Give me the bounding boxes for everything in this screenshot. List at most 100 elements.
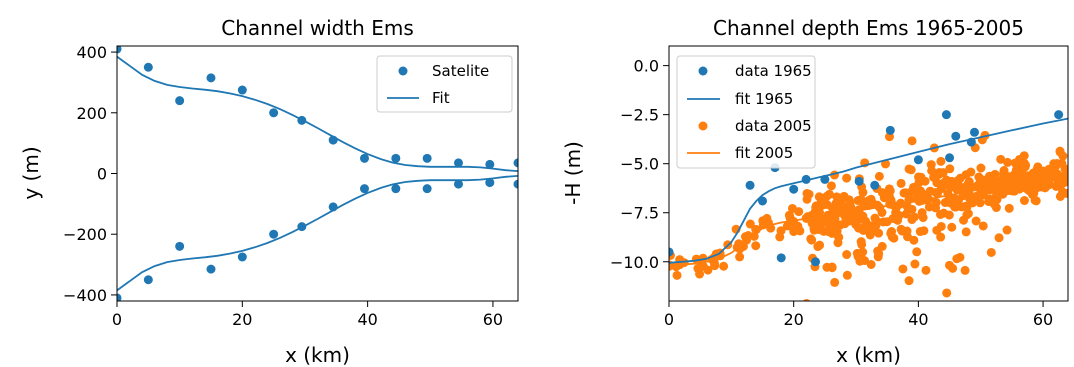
x-axis-label-width: x (km) [285,343,350,367]
satelite-point [143,62,153,72]
data-2005-point [1024,179,1034,189]
data-2005-point [1012,166,1022,176]
data-2005-point [1019,196,1029,206]
data-2005-point [866,194,876,204]
data-2005-point [903,203,913,213]
data-2005-point [951,197,961,207]
data-2005-point [982,176,992,186]
data-2005-point [963,209,973,219]
satelite-point [237,85,247,95]
satelite-point [206,73,216,83]
y-tick-label: −5.0 [620,155,659,174]
data-2005-point [940,198,950,208]
panel-channel-width: Channel width Ems 0 20 40 60 −400 −200 0 200 400… [19,16,519,367]
data-2005-point [999,166,1009,176]
satelite-point [513,179,518,189]
data-2005-point [945,164,955,174]
data-2005-point [824,189,834,199]
data-2005-point [965,195,975,205]
data-2005-point [907,136,917,146]
data-2005-point [813,242,823,252]
legend-marker-satelite [398,66,408,76]
data-2005-point [975,198,985,208]
y-tick-label: 0.0 [634,57,659,76]
satelite-point [117,293,122,301]
data-2005-point [822,200,832,210]
data-2005-point [1004,172,1014,182]
data-2005-point [879,193,889,203]
y-tick-label: −400 [63,286,107,305]
legend-marker-data-1965 [698,66,708,76]
data-2005-point [971,216,981,226]
data-2005-point [887,232,897,242]
data-2005-point [826,220,836,230]
satelite-point [297,115,307,125]
data-2005-point [1044,180,1054,190]
legend-label-fit: Fit [432,89,450,107]
satelite-point [453,158,463,168]
x-tick-label: 0 [664,310,674,329]
data-2005-point [842,270,852,280]
data-2005-point [1003,157,1013,167]
satelite-point [485,159,495,169]
data-2005-point [904,188,914,198]
data-2005-point [936,232,946,242]
data-2005-point [786,220,796,230]
satelite-point [328,135,338,145]
data-2005-point [891,203,901,213]
fit-1965-line [669,117,1068,264]
data-2005-point [842,173,852,183]
plot-marks-width [117,46,518,301]
data-2005-point [802,299,811,301]
data-2005-point [860,256,870,266]
data-2005-point [931,197,941,207]
data-2005-point [945,260,955,270]
data-2005-point [846,202,856,212]
data-2005-point [935,209,945,219]
y-tick-label: 400 [76,43,107,62]
satelite-point [485,178,495,188]
data-2005-point [866,259,876,269]
data-1965-point [789,184,799,194]
data-2005-point [870,213,880,223]
data-2005-point [910,259,920,269]
data-2005-point [859,201,869,211]
data-2005-point [961,227,971,237]
data-1965-point [811,257,821,267]
legend-depth: data 1965 fit 1965 data 2005 fit 2005 [676,55,816,169]
plot-marks-depth [669,110,1068,301]
x-tick-label: 40 [908,310,928,329]
legend-label-fit-2005: fit 2005 [735,144,793,162]
data-2005-point [882,217,892,227]
x-tick-label: 40 [357,310,377,329]
x-tick-label: 60 [1033,310,1053,329]
x-tick-label: 20 [784,310,804,329]
data-2005-point [904,164,914,174]
legend-width: Satelite Fit [376,55,513,113]
y-tick-label: 200 [76,104,107,123]
axes-frame [668,45,1069,302]
data-2005-point [695,269,705,279]
legend-marker-data-2005 [698,121,708,131]
data-1965-point [913,155,923,165]
data-2005-point [794,207,804,217]
y-tick-label: −7.5 [620,204,659,223]
legend-label-satelite: Satelite [432,62,489,80]
fit-line-upper [117,55,518,172]
legend-label-data-1965: data 1965 [735,62,812,80]
data-2005-point [896,224,906,234]
data-2005-point [1004,203,1014,213]
data-2005-point [775,232,785,242]
legend-label-fit-1965: fit 1965 [735,90,793,108]
data-1965-point [854,176,864,186]
satelite-point [391,153,401,163]
data-2005-point [822,262,832,272]
y-tick-label: −2.5 [620,106,659,125]
fit-line-lower [117,175,518,292]
data-2005-point [858,225,868,235]
satelite-point [513,158,518,168]
data-2005-point [785,212,795,222]
data-2005-point [814,192,824,202]
data-2005-point [835,199,845,209]
